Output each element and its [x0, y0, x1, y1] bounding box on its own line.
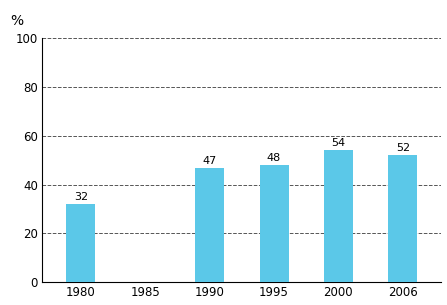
Bar — [195, 167, 224, 282]
Text: 54: 54 — [331, 138, 346, 149]
Text: 32: 32 — [74, 192, 88, 202]
Bar — [324, 150, 353, 282]
Bar — [260, 165, 288, 282]
Bar — [388, 155, 417, 282]
Text: 48: 48 — [267, 153, 281, 163]
Text: 47: 47 — [202, 156, 217, 166]
Bar — [66, 204, 95, 282]
Text: %: % — [10, 14, 23, 28]
Text: 52: 52 — [396, 143, 410, 153]
